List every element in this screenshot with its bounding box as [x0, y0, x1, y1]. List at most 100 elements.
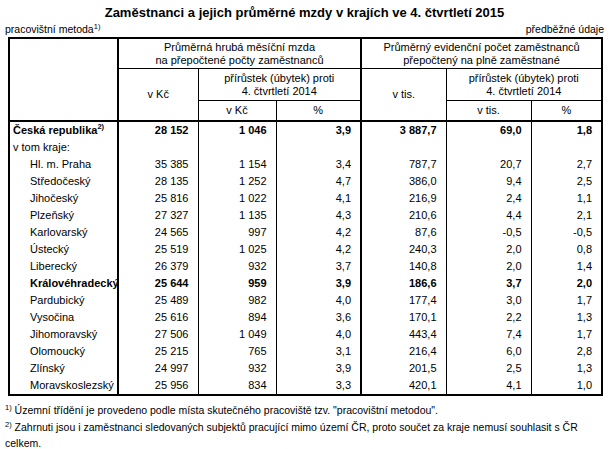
cell-emp-pct: 2,5	[531, 173, 602, 190]
cell-wage: 28 152	[118, 121, 198, 139]
row-pardubicky: Pardubický 25 489 982 4,0 177,4 3,0 1,7	[9, 292, 602, 309]
row-kralovehradecky: Královéhradecký 25 644 959 3,9 186,6 3,7…	[9, 275, 602, 292]
cell-wage-delta: 1 046	[198, 121, 276, 139]
table-header: Průměrná hrubá měsíční mzdana přepočtené…	[9, 38, 602, 121]
row-label: Zlínský	[9, 360, 118, 377]
corner-cell	[9, 38, 118, 121]
group-wage-line2: na přepočtené počty zaměstnanců	[155, 54, 323, 66]
cell-wage-delta: 959	[198, 275, 276, 292]
cell-wage: 27 506	[118, 326, 198, 343]
cell-wage-delta: 1 154	[198, 156, 276, 173]
row-ustecky: Ústecký 25 519 1 025 4,2 240,3 2,0 0,8	[9, 241, 602, 258]
cell-emp: 443,4	[361, 326, 446, 343]
row-praha: Hl. m. Praha 35 385 1 154 3,4 787,7 20,7…	[9, 156, 602, 173]
cell-wage-pct: 4,7	[276, 173, 361, 190]
cell-emp-delta: 2,4	[446, 190, 531, 207]
cell-wage: 28 135	[118, 173, 198, 190]
group-wage-line1: Průměrná hrubá měsíční mzda	[164, 41, 315, 53]
cell-wage-pct: 4,2	[276, 241, 361, 258]
cell-emp-delta: -0,5	[446, 224, 531, 241]
cell-emp-delta: 4,4	[446, 207, 531, 224]
cell-emp-pct: 0,8	[531, 241, 602, 258]
cell-wage: 25 616	[118, 309, 198, 326]
row-v-tom-kraje: v tom kraje:	[9, 139, 602, 156]
report-page: Zaměstnanci a jejich průměrné mzdy v kra…	[0, 0, 609, 449]
cell-wage-pct	[276, 139, 361, 156]
cell-wage-delta: 932	[198, 258, 276, 275]
cell-wage-delta: 894	[198, 309, 276, 326]
cell-wage-pct: 3,9	[276, 360, 361, 377]
group-header-employees: Průměrný evidenční počet zaměstnancůpřep…	[361, 38, 602, 69]
row-olomoucky: Olomoucký 25 215 765 3,1 216,4 6,0 2,8	[9, 343, 602, 360]
row-label: Jihočeský	[9, 190, 118, 207]
cell-emp-delta: 6,0	[446, 343, 531, 360]
cell-emp: 216,9	[361, 190, 446, 207]
table-body: Česká republika2) 28 152 1 046 3,9 3 887…	[9, 121, 602, 395]
row-label: Ústecký	[9, 241, 118, 258]
cell-emp: 170,1	[361, 309, 446, 326]
cell-wage: 25 215	[118, 343, 198, 360]
row-zlinsky: Zlínský 24 997 932 3,9 201,5 2,5 1,3	[9, 360, 602, 377]
row-label: Česká republika2)	[9, 121, 118, 139]
footnote-1-text: Územní třídění je provedeno podle místa …	[15, 404, 438, 416]
cell-wage-pct: 3,9	[276, 121, 361, 139]
footnote-1: 1) Územní třídění je provedeno podle mís…	[5, 402, 605, 419]
cell-emp-delta: 2,0	[446, 241, 531, 258]
cell-emp-pct: 2,0	[531, 275, 602, 292]
subcol-header-pct-right: %	[531, 101, 602, 122]
cell-wage-pct: 4,1	[276, 190, 361, 207]
footnote-2-text: Zahrnuti jsou i zaměstnanci sledovaných …	[5, 421, 578, 449]
cell-wage: 26 379	[118, 258, 198, 275]
cell-wage-delta: 834	[198, 377, 276, 395]
cell-emp: 186,6	[361, 275, 446, 292]
row-label: Středočeský	[9, 173, 118, 190]
cell-emp: 87,6	[361, 224, 446, 241]
group-employees-line1: Průměrný evidenční počet zaměstnanců	[383, 41, 579, 53]
cell-wage-delta: 1 022	[198, 190, 276, 207]
cell-emp-pct: 1,7	[531, 292, 602, 309]
footnote-1-marker: 1)	[5, 403, 12, 412]
row-label: v tom kraje:	[9, 139, 118, 156]
row-vysocina: Vysočina 25 616 894 3,6 170,1 2,2 1,3	[9, 309, 602, 326]
row-karlovarsky: Karlovarský 24 565 997 4,2 87,6 -0,5 -0,…	[9, 224, 602, 241]
col-header-delta-kc: přírůstek (úbytek) proti4. čtvrtletí 201…	[198, 69, 361, 101]
cell-wage-pct: 3,7	[276, 258, 361, 275]
cell-wage-delta: 1 025	[198, 241, 276, 258]
col-header-vtis: v tis.	[361, 69, 446, 122]
row-ceska-republika: Česká republika2) 28 152 1 046 3,9 3 887…	[9, 121, 602, 139]
cell-wage: 25 956	[118, 377, 198, 395]
cell-wage-pct: 3,1	[276, 343, 361, 360]
cell-emp	[361, 139, 446, 156]
footnote-2-marker: 2)	[5, 419, 12, 428]
cell-emp-pct: 1,0	[531, 377, 602, 395]
cell-emp: 201,5	[361, 360, 446, 377]
cell-emp-delta: 9,4	[446, 173, 531, 190]
cell-emp: 210,6	[361, 207, 446, 224]
group-header-wage: Průměrná hrubá měsíční mzdana přepočtené…	[118, 38, 361, 69]
preliminary-note: předběžné údaje	[526, 23, 604, 35]
cell-wage-delta: 1 252	[198, 173, 276, 190]
cell-wage-pct: 4,3	[276, 207, 361, 224]
group-employees-line2: přepočtený na plně zaměstnané	[403, 54, 560, 66]
cell-wage-delta: 982	[198, 292, 276, 309]
cell-emp: 240,3	[361, 241, 446, 258]
cell-wage-delta: 765	[198, 343, 276, 360]
cell-emp-delta: 20,7	[446, 156, 531, 173]
cell-emp: 3 887,7	[361, 121, 446, 139]
row-label: Karlovarský	[9, 224, 118, 241]
cell-wage: 25 489	[118, 292, 198, 309]
cell-emp-pct: -0,5	[531, 224, 602, 241]
row-label: Vysočina	[9, 309, 118, 326]
cell-wage: 25 519	[118, 241, 198, 258]
delta-tis-line1: přírůstek (úbytek) proti	[469, 72, 579, 84]
row-label: Liberecký	[9, 258, 118, 275]
cell-wage-delta: 1 135	[198, 207, 276, 224]
cell-wage-delta: 997	[198, 224, 276, 241]
cell-wage: 35 385	[118, 156, 198, 173]
row-plzensky: Plzeňský 27 327 1 135 4,3 210,6 4,4 2,1	[9, 207, 602, 224]
cell-emp-delta: 2,2	[446, 309, 531, 326]
row-label: Jihomoravský	[9, 326, 118, 343]
row-jihocesky: Jihočeský 25 816 1 022 4,1 216,9 2,4 1,1	[9, 190, 602, 207]
cell-emp-pct: 2,8	[531, 343, 602, 360]
col-header-vkc: v Kč	[118, 69, 198, 122]
